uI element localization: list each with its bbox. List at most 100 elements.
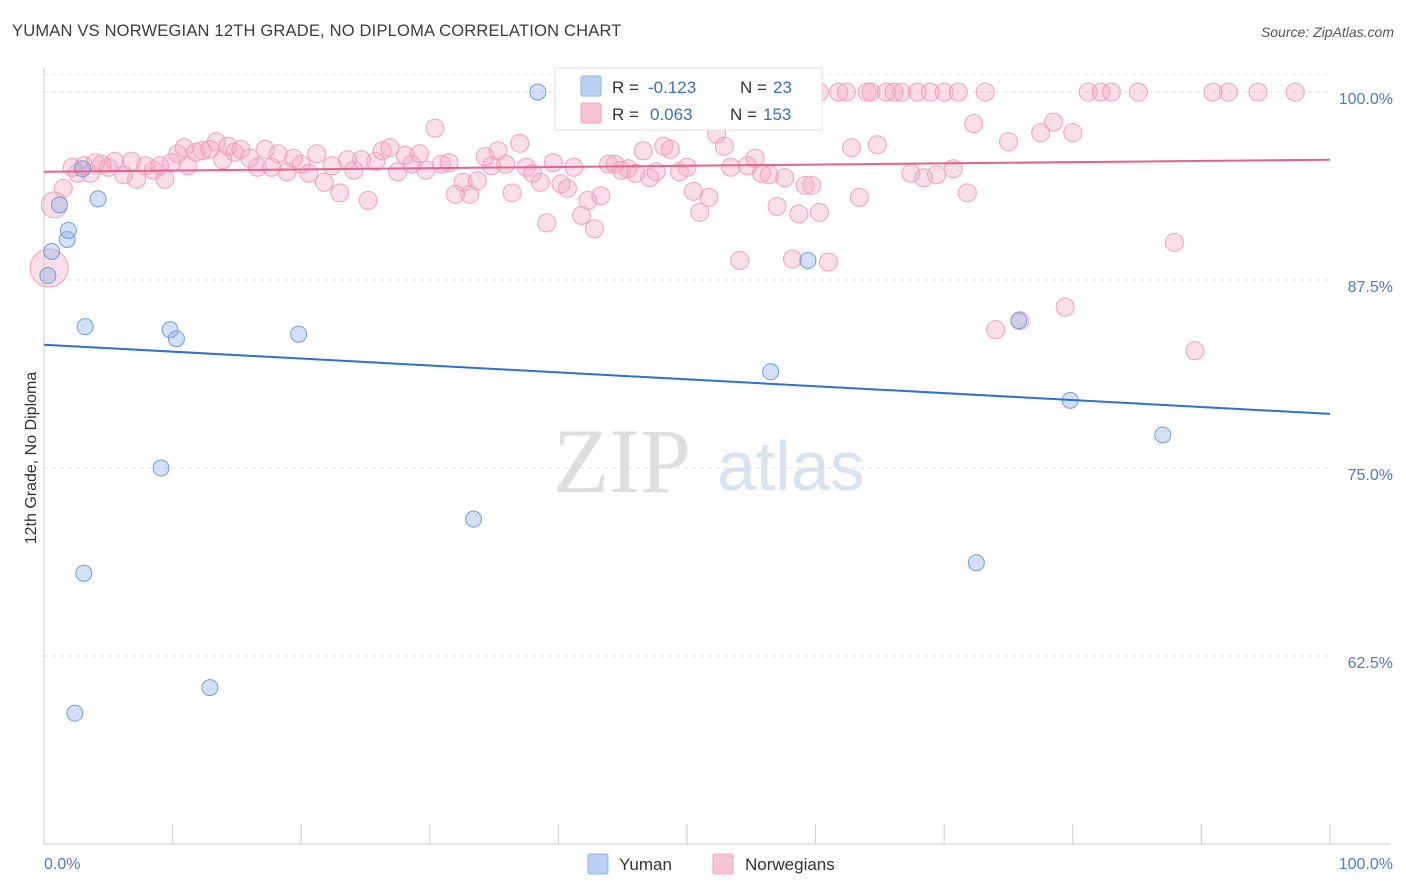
norwegians-point [1218,82,1238,102]
norwegians-point [1248,82,1268,102]
norwegians-r-value: 0.063 [650,105,693,124]
chart-source: Source: ZipAtlas.com [1260,24,1394,40]
norwegians-point [496,154,516,174]
watermark-zip: ZIP [553,410,691,512]
yuman-point [1010,312,1028,330]
yuman-point [161,321,179,339]
norwegians-n-value: 153 [763,105,791,124]
norwegians-point [1031,123,1051,143]
norwegians-point [192,141,212,161]
yuman-point [58,230,76,248]
stats-legend: R = -0.123 N = 23 R = 0.063 N = 153 [554,67,823,131]
norwegians-point [920,82,940,102]
norwegians-point [439,153,459,173]
yuman-point [167,330,185,348]
norwegians-point [247,157,267,177]
norwegians-point [186,142,206,162]
norwegians-point [789,204,809,224]
norwegians-point [366,151,386,171]
norwegians-n-label: N = [730,105,757,124]
legend-norwegians-label: Norwegians [745,855,835,874]
norwegians-point [155,169,175,189]
norwegians-point [584,219,604,239]
norwegians-point [453,172,473,192]
norwegians-point [307,144,327,164]
norwegians-point [543,153,563,173]
y-tick-label: 87.5% [1348,279,1393,296]
norwegians-point [986,320,1006,340]
norwegians-point [537,213,557,233]
norwegians-point [633,141,653,161]
norwegians-point [314,172,334,192]
norwegians-point [1203,82,1223,102]
norwegians-point [964,114,984,134]
norwegians-point [836,82,856,102]
yuman-points [39,83,1172,722]
yuman-trend-line [43,343,1331,415]
norwegians-point [1055,297,1075,317]
norwegians-point [53,178,73,198]
legend-yuman-swatch [587,853,609,875]
yuman-point [290,325,308,343]
norwegians-point [699,187,719,207]
yuman-n-label: N = [740,78,767,97]
norwegians-point [884,82,904,102]
norwegians-point [721,157,741,177]
norwegians-point [948,82,968,102]
norwegians-point [425,118,445,138]
norwegians-point [410,144,430,164]
norwegians-trend-line [43,158,1331,173]
legend-yuman-label: Yuman [619,855,672,874]
norwegians-point [206,132,226,152]
norwegians-point [1091,82,1111,102]
norwegians-point [1285,82,1305,102]
norwegians-point [283,148,303,168]
norwegians-point [677,157,697,177]
norwegians-point [957,183,977,203]
norwegians-point [934,82,954,102]
norwegians-point [730,251,750,271]
norwegians-point [861,82,881,102]
yuman-point [201,679,219,697]
norwegians-point [1128,82,1148,102]
norwegians-point [268,144,288,164]
norwegians-point [829,82,849,102]
chart-title: YUMAN VS NORWEGIAN 12TH GRADE, NO DIPLOM… [12,22,622,40]
norwegians-point [599,154,619,174]
yuman-swatch [580,75,602,97]
norwegians-point [1101,82,1121,102]
norwegians-point [926,165,946,185]
norwegians-point [578,190,598,210]
norwegians-point [1164,232,1184,252]
norwegians-point [530,172,550,192]
norwegians-point [467,171,487,191]
norwegians-point [299,163,319,183]
yuman-r-value: -0.123 [648,78,696,97]
yuman-point [529,83,547,101]
norwegians-point [914,168,934,188]
norwegians-r-label: R = [612,105,639,124]
yuman-r-label: R = [612,78,639,97]
yuman-point [967,554,985,572]
yuman-point [39,267,57,285]
yuman-point [74,160,92,178]
yuman-point [75,564,93,582]
yuman-point [76,318,94,336]
norwegians-point [975,82,995,102]
norwegians-point [876,82,896,102]
norwegians-point [344,160,364,180]
norwegians-point [849,187,869,207]
norwegians-point [759,165,779,185]
trend-lines [43,158,1331,415]
norwegians-point [842,138,862,158]
norwegians-point [1185,341,1205,361]
norwegians-point [557,178,577,198]
norwegians-point [510,133,530,153]
norwegians-point [802,175,822,195]
norwegians-point [591,186,611,206]
yuman-point [762,363,780,381]
norwegians-point [380,138,400,158]
norwegians-point [795,175,815,195]
x-tick-label-min: 0.0% [44,856,80,873]
